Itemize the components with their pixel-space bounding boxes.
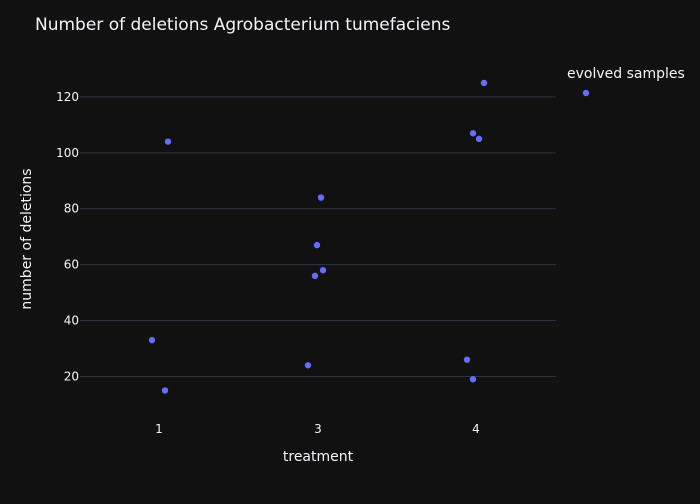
- y-tick-label: 120: [56, 90, 79, 104]
- data-point: [475, 135, 483, 143]
- x-axis-label: treatment: [283, 449, 354, 465]
- data-point: [469, 376, 477, 383]
- y-tick-label: 100: [56, 146, 79, 160]
- data-point: [480, 79, 488, 87]
- y-axis-ticks: 20 40 60 80 100 120: [56, 90, 79, 384]
- legend-marker: [582, 89, 590, 97]
- x-axis-ticks: 1 3 4: [155, 422, 480, 436]
- legend: evolved samples: [567, 66, 685, 97]
- x-tick-label: 4: [472, 422, 480, 436]
- data-point: [164, 138, 172, 145]
- data-point: [317, 194, 325, 201]
- data-point: [463, 356, 471, 363]
- legend-title: evolved samples: [567, 66, 685, 82]
- y-tick-label: 20: [64, 369, 79, 383]
- data-point: [148, 336, 156, 344]
- y-tick-label: 40: [64, 314, 79, 328]
- data-point: [319, 267, 327, 274]
- y-axis-label: number of deletions: [19, 168, 35, 309]
- data-point: [311, 272, 319, 280]
- y-tick-label: 80: [64, 202, 79, 216]
- data-points: [148, 79, 488, 394]
- x-tick-label: 3: [314, 422, 322, 436]
- data-point: [304, 362, 312, 369]
- data-point: [469, 130, 477, 137]
- chart-title: Number of deletions Agrobacterium tumefa…: [35, 15, 450, 35]
- grid-layer: [80, 96, 556, 377]
- data-point: [313, 241, 321, 249]
- y-tick-label: 60: [64, 258, 79, 272]
- data-point: [161, 387, 169, 394]
- x-tick-label: 1: [155, 422, 163, 436]
